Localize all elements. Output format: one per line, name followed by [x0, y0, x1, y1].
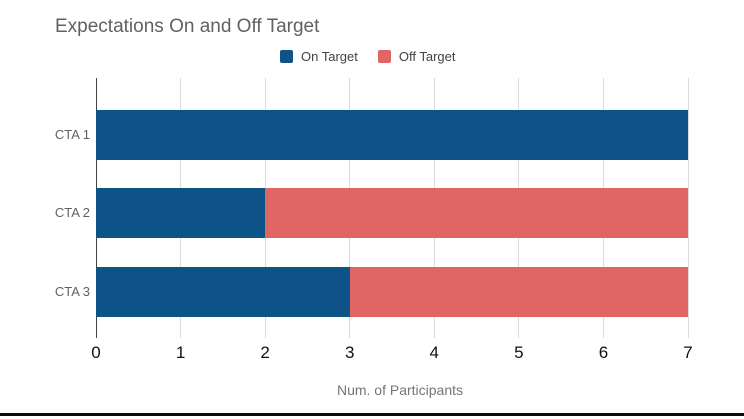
- legend-item: On Target: [280, 50, 358, 63]
- category-label: CTA 2: [54, 205, 90, 220]
- x-axis-title: Num. of Participants: [336, 382, 464, 398]
- x-tick-label: 4: [429, 343, 440, 362]
- bottom-border: [0, 413, 744, 416]
- category-label: CTA 3: [54, 284, 90, 299]
- chart-title: Expectations On and Off Target: [55, 16, 320, 37]
- bar-segment-on-target: [96, 110, 688, 160]
- gridline: [687, 78, 689, 338]
- x-tick-label: 5: [514, 343, 524, 362]
- x-tick-label: 6: [598, 343, 609, 362]
- legend-swatch: [280, 50, 293, 63]
- bar-segment-off-target: [265, 188, 688, 238]
- x-tick-label: 1: [175, 343, 186, 362]
- legend-label: Off Target: [398, 49, 456, 64]
- x-tick-label: 7: [683, 343, 693, 362]
- x-tick-label: 0: [91, 343, 101, 362]
- legend-label: On Target: [301, 49, 358, 64]
- bar-segment-on-target: [96, 188, 266, 238]
- x-tick-label: 3: [344, 343, 355, 362]
- category-label: CTA 1: [54, 127, 90, 142]
- x-tick-label: 2: [260, 343, 270, 362]
- legend: On Target Off Target: [280, 50, 455, 63]
- legend-item: Off Target: [377, 49, 456, 64]
- bar-segment-off-target: [349, 267, 688, 317]
- bar-segment-on-target: [96, 267, 350, 317]
- legend-swatch: [377, 50, 391, 63]
